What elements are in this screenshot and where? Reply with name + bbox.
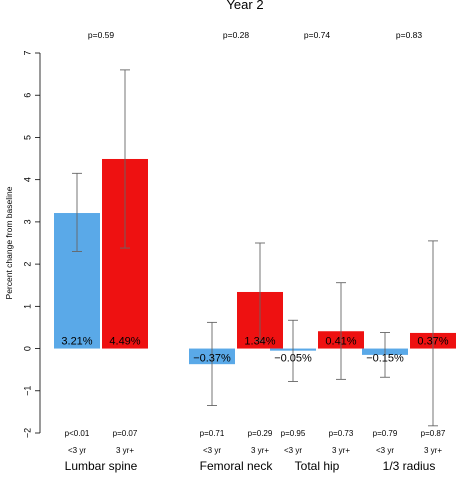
- y-axis: −2 −1 0 1 2 3 4 5 6 7: [22, 50, 41, 438]
- bar-value-label: 3.21%: [61, 336, 92, 348]
- bar-p-value: p=0.71: [200, 429, 225, 438]
- bar-p-value: p=0.79: [373, 429, 398, 438]
- y-tick-label: 2: [22, 262, 32, 267]
- p-value-between: p=0.28: [223, 30, 250, 40]
- bar-category-label: <3 yr: [284, 446, 302, 455]
- bar-category-label: <3 yr: [376, 446, 394, 455]
- y-tick-label: 7: [22, 50, 32, 55]
- bar-p-value: p<0.01: [65, 429, 90, 438]
- y-axis-title: Percent change from baseline: [4, 186, 14, 299]
- bar-value-label: 1.34%: [244, 336, 275, 348]
- bar-category-label: <3 yr: [203, 446, 221, 455]
- y-tick-label: 5: [22, 135, 32, 140]
- y-tick-label: 0: [22, 346, 32, 351]
- bar-category-label: <3 yr: [68, 446, 86, 455]
- chart-title: Year 2: [226, 0, 263, 12]
- p-value-between: p=0.74: [304, 30, 331, 40]
- bar-group: p=0.74 −0.05% p=0.95 <3 yr 0.41% p=0.73 3 yr+ T…: [270, 30, 364, 473]
- bar-p-value: p=0.73: [329, 429, 354, 438]
- bar-p-value: p=0.07: [113, 429, 138, 438]
- group-label: Lumbar spine: [65, 459, 138, 473]
- bar-p-value: p=0.29: [248, 429, 273, 438]
- y-tick-label: 3: [22, 219, 32, 224]
- bar-value-label: 4.49%: [109, 336, 140, 348]
- bar-p-value: p=0.95: [281, 429, 306, 438]
- bar-category-label: 3 yr+: [332, 446, 350, 455]
- group-label: Femoral neck: [200, 459, 274, 473]
- p-value-between: p=0.59: [88, 30, 115, 40]
- bar-value-label: 0.37%: [417, 336, 448, 348]
- p-value-between: p=0.83: [396, 30, 423, 40]
- y-tick-label: 1: [22, 304, 32, 309]
- bar-category-label: 3 yr+: [116, 446, 134, 455]
- group-label: Total hip: [295, 459, 340, 473]
- bar-p-value: p=0.87: [421, 429, 446, 438]
- bar-group: p=0.83 −0.15% p=0.79 <3 yr 0.37% p=0.87 3 yr+ 1…: [362, 30, 456, 473]
- bar-value-label: −0.05%: [274, 353, 312, 365]
- bar-category-label: 3 yr+: [424, 446, 442, 455]
- bar-groups: p=0.59 3.21% p<0.01 <3 yr 4.49% p=0.07 3 yr+ Lu…: [54, 30, 456, 473]
- bar-group: p=0.59 3.21% p<0.01 <3 yr 4.49% p=0.07 3 yr+ Lu…: [54, 30, 148, 473]
- bar-value-label: −0.15%: [366, 353, 404, 365]
- group-label: 1/3 radius: [383, 459, 436, 473]
- bar-group: p=0.28 −0.37% p=0.71 <3 yr 1.34% p=0.29 3 yr+ F…: [189, 30, 283, 473]
- bar-category-label: 3 yr+: [251, 446, 269, 455]
- bar-value-label: 0.41%: [325, 336, 356, 348]
- y-tick-label: 6: [22, 93, 32, 98]
- y-tick-label: −1: [22, 386, 32, 396]
- y-tick-label: 4: [22, 177, 32, 182]
- bar-value-label: −0.37%: [193, 353, 231, 365]
- y-tick-label: −2: [22, 428, 32, 438]
